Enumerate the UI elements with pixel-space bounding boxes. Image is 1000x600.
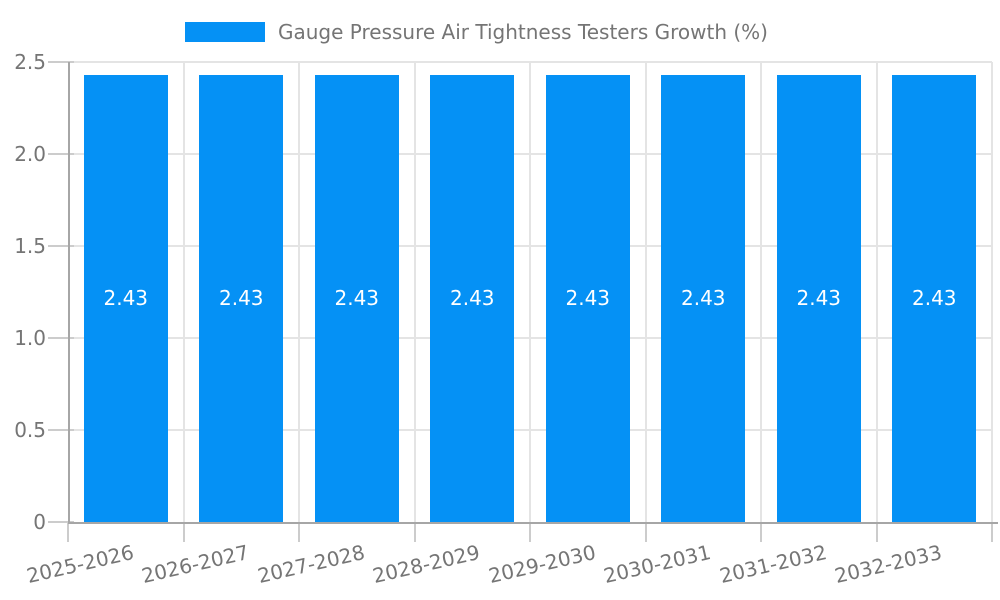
x-axis-tick <box>298 522 300 542</box>
y-axis-line <box>68 62 70 522</box>
y-axis-tick <box>48 429 74 431</box>
bar-value-label: 2.43 <box>796 286 842 311</box>
y-axis-label: 1.5 <box>14 234 46 258</box>
bar <box>83 74 168 522</box>
y-axis-tick <box>48 153 74 155</box>
x-axis-tick <box>644 522 647 542</box>
bar <box>545 74 630 522</box>
x-axis-label: 2029-2030 <box>486 540 598 588</box>
x-gridline <box>644 62 647 522</box>
y-axis-label: 2.5 <box>14 50 46 74</box>
bar <box>661 74 746 522</box>
y-axis-label: 0.5 <box>14 418 46 442</box>
bar-value-label: 2.43 <box>680 286 726 311</box>
x-axis-label: 2030-2031 <box>601 540 714 588</box>
y-axis-label: 0 <box>33 510 46 534</box>
x-gridline <box>413 62 416 522</box>
x-axis-label: 2031-2032 <box>717 540 829 588</box>
x-axis-tick <box>760 522 762 542</box>
x-gridline <box>760 62 762 522</box>
y-axis-tick <box>48 61 74 63</box>
x-gridline <box>529 62 531 522</box>
x-gridline <box>182 62 185 522</box>
x-axis-tick <box>529 522 531 542</box>
x-gridline <box>991 62 993 522</box>
y-axis-tick <box>48 521 74 523</box>
x-axis-line <box>68 522 998 524</box>
x-axis-tick <box>413 522 416 542</box>
bar-value-label: 2.43 <box>334 286 380 311</box>
x-axis-tick <box>182 522 185 542</box>
x-axis-label: 2026-2027 <box>139 540 252 588</box>
x-axis-label: 2027-2028 <box>255 540 367 588</box>
y-axis-label: 1.0 <box>14 326 46 350</box>
bar-value-label: 2.43 <box>565 286 611 311</box>
x-gridline <box>298 62 300 522</box>
x-axis-tick <box>875 522 878 542</box>
x-axis-label: 2025-2026 <box>24 540 136 588</box>
y-axis-tick <box>48 245 74 247</box>
y-axis-label: 2.0 <box>14 142 46 166</box>
x-gridline <box>875 62 878 522</box>
legend: Gauge Pressure Air Tightness Testers Gro… <box>185 22 768 42</box>
bar-value-label: 2.43 <box>449 286 495 311</box>
bar <box>430 74 515 522</box>
y-axis-tick <box>48 337 74 339</box>
bar-value-label: 2.43 <box>911 286 957 311</box>
bar-value-label: 2.43 <box>218 286 264 311</box>
x-axis-label: 2028-2029 <box>370 540 483 588</box>
x-axis-tick <box>991 522 993 542</box>
x-axis-tick <box>67 522 69 542</box>
bar <box>776 74 861 522</box>
legend-label: Gauge Pressure Air Tightness Testers Gro… <box>278 20 768 44</box>
bar <box>892 74 977 522</box>
legend-swatch <box>185 22 265 42</box>
bar <box>199 74 284 522</box>
x-axis-label: 2032-2033 <box>832 540 945 588</box>
bar <box>314 74 399 522</box>
bar-value-label: 2.43 <box>103 286 149 311</box>
